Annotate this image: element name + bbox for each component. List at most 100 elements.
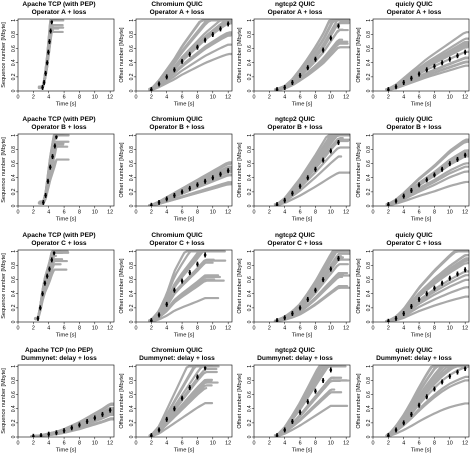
y-tick-label: 0.6 [366, 45, 372, 52]
median-point [337, 257, 340, 260]
x-axis-title: Time [s] [292, 102, 313, 108]
trial-trace [387, 43, 469, 91]
median-point [48, 40, 51, 43]
y-tick-label: 0.4 [11, 59, 17, 66]
x-tick-label: 12 [462, 325, 468, 331]
median-point [219, 172, 222, 176]
median-point [314, 288, 317, 292]
median-point [173, 68, 176, 72]
panel-r1-c2: ngtcp2 QUIC Operator B + loss 0 2 4 6 8 10 12 0 0.… [236, 115, 354, 230]
y-tick-label: 0.6 [129, 160, 135, 167]
x-tick-label: 8 [314, 209, 317, 215]
x-tick-label: 10 [447, 209, 453, 215]
x-tick-label: 8 [78, 94, 81, 100]
median-point [440, 380, 444, 384]
x-tick-label: 4 [165, 325, 168, 331]
median-point [42, 81, 46, 84]
y-tick-label: 0.4 [366, 290, 372, 297]
median-point [410, 305, 413, 308]
panel-subtitle: Operator C + loss [31, 239, 87, 247]
median-point [36, 317, 40, 320]
median-point [45, 274, 49, 278]
x-tick-label: 0 [135, 325, 138, 331]
data-layer [148, 19, 232, 91]
median-point [188, 271, 192, 274]
panel-subtitle: Dummynet: delay + loss [376, 354, 452, 362]
median-point [298, 184, 302, 188]
y-tick-label: 0.2 [366, 188, 372, 195]
y-tick-label: 1 [366, 19, 372, 22]
median-point [417, 298, 421, 301]
plot-frame [253, 249, 351, 323]
y-axis-title: Sequence number [Mbyte] [1, 253, 7, 319]
y-axis-title: Offset number [Mbyte] [356, 142, 362, 198]
median-point [47, 432, 51, 436]
y-tick-label: 0.8 [366, 262, 372, 269]
y-tick-label: 0 [366, 435, 372, 438]
trial-trace [274, 379, 348, 437]
x-tick-label: 10 [447, 325, 453, 331]
median-point [41, 292, 44, 296]
x-tick-label: 0 [253, 325, 256, 331]
x-tick-label: 10 [210, 325, 216, 331]
panel-title: ngtcp2 QUIC [275, 116, 315, 123]
plot-frame [17, 133, 115, 207]
trial-trace [274, 42, 349, 91]
panel-plot: 0 2 4 6 8 10 12 0 0.2 0.4 0.6 0.8 1 Time [s] Offset nu… [356, 133, 470, 223]
median-point [425, 178, 429, 182]
trial-trace [386, 274, 469, 322]
median-point [150, 434, 153, 437]
y-tick-label: 1 [366, 365, 372, 368]
y-axis-title: Offset number [Mbyte] [237, 258, 243, 314]
panel-subtitle: Dummynet: delay + loss [21, 354, 97, 362]
x-tick-label: 4 [402, 209, 405, 215]
x-tick-label: 0 [253, 209, 256, 215]
y-tick-label: 0.6 [11, 45, 17, 52]
y-tick-label: 0 [129, 204, 135, 207]
plot-frame [17, 249, 115, 323]
median-point [93, 416, 97, 420]
median-point [433, 387, 436, 391]
x-tick-label: 2 [268, 440, 271, 446]
x-axis-title: Time [s] [56, 333, 77, 339]
median-point [410, 413, 413, 416]
panel-r0-c3: quicly QUIC Operator A + loss 0 2 4 6 8 10 12 0 0.… [355, 0, 473, 115]
y-tick-label: 0.2 [247, 73, 253, 80]
median-point [283, 199, 287, 202]
median-point [211, 176, 215, 180]
trial-trace [386, 375, 469, 437]
panel-title: quicly QUIC [395, 116, 433, 123]
x-tick-label: 12 [343, 440, 349, 446]
panel-plot: 0 2 4 6 8 10 12 0 0.2 0.4 0.6 0.8 1 Time [s] Offset nu… [356, 249, 470, 339]
median-point [180, 396, 184, 400]
y-tick-label: 0.4 [247, 290, 253, 297]
panel-title: Apache TCP (with PEP) [22, 116, 96, 123]
x-tick-label: 12 [225, 440, 231, 446]
x-tick-label: 8 [433, 325, 436, 331]
panel-plot: 0 2 4 6 8 10 12 0 0.2 0.4 0.6 0.8 1 Time [s] Offset nu… [237, 249, 351, 339]
y-tick-label: 1 [366, 250, 372, 253]
panel-r1-c0: Apache TCP (with PEP) Operator B + loss 0 2… [0, 115, 118, 230]
x-tick-label: 6 [181, 440, 184, 446]
median-point [32, 434, 35, 437]
y-tick-label: 0.2 [129, 304, 135, 311]
median-point [387, 319, 390, 322]
x-tick-label: 0 [17, 440, 20, 446]
x-tick-label: 10 [328, 209, 334, 215]
x-tick-label: 4 [47, 325, 50, 331]
panel-plot: 0 2 4 6 8 10 12 0 0.2 0.4 0.6 0.8 1 Time [s] Offset nu… [237, 364, 351, 454]
median-point [298, 74, 302, 77]
panel-title: quicly QUIC [395, 232, 433, 239]
median-point [196, 375, 199, 379]
plot-frame [135, 18, 233, 92]
median-point [463, 153, 467, 157]
y-tick-label: 0 [247, 204, 253, 207]
y-tick-label: 0.2 [366, 73, 372, 80]
trial-trace [150, 258, 215, 322]
x-tick-label: 12 [107, 325, 113, 331]
data-layer [273, 19, 350, 91]
y-tick-label: 0.8 [366, 31, 372, 38]
x-tick-label: 12 [225, 209, 231, 215]
panel-title: Apache TCP (no PEP) [24, 347, 94, 354]
median-point [50, 20, 54, 24]
